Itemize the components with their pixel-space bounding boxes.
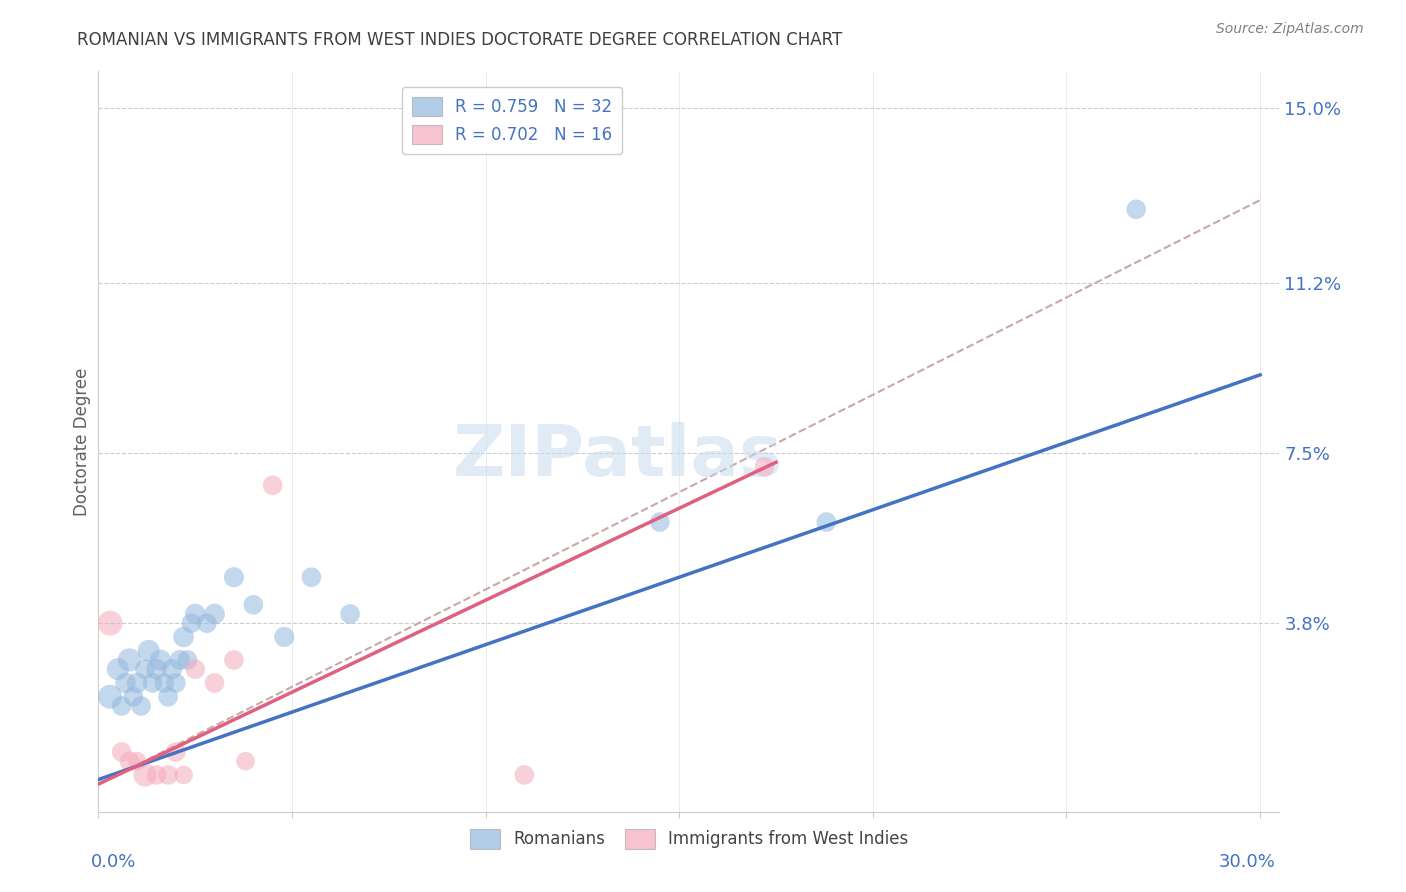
Point <box>157 690 180 704</box>
Point <box>513 768 536 782</box>
Point <box>129 698 152 713</box>
Text: 0.0%: 0.0% <box>90 853 136 871</box>
Point <box>754 459 776 474</box>
Point <box>235 754 257 768</box>
Point <box>222 570 245 584</box>
Point <box>176 653 198 667</box>
Point <box>180 616 202 631</box>
Point <box>118 754 141 768</box>
Point <box>299 570 322 584</box>
Point <box>222 653 245 667</box>
Point <box>1125 202 1147 217</box>
Point <box>169 653 191 667</box>
Point <box>157 768 180 782</box>
Point <box>273 630 295 644</box>
Point <box>165 676 187 690</box>
Text: ZIPatlas: ZIPatlas <box>453 422 783 491</box>
Point <box>242 598 264 612</box>
Text: Source: ZipAtlas.com: Source: ZipAtlas.com <box>1216 22 1364 37</box>
Point <box>262 478 284 492</box>
Point <box>122 690 145 704</box>
Point <box>134 662 156 676</box>
Point <box>153 676 176 690</box>
Point <box>145 768 167 782</box>
Point <box>204 607 226 621</box>
Text: ROMANIAN VS IMMIGRANTS FROM WEST INDIES DOCTORATE DEGREE CORRELATION CHART: ROMANIAN VS IMMIGRANTS FROM WEST INDIES … <box>77 31 842 49</box>
Point <box>173 630 195 644</box>
Point <box>184 662 207 676</box>
Point <box>114 676 136 690</box>
Point <box>107 662 129 676</box>
Point <box>648 515 671 529</box>
Y-axis label: Doctorate Degree: Doctorate Degree <box>73 368 91 516</box>
Point <box>98 690 121 704</box>
Point <box>111 698 134 713</box>
Legend: Romanians, Immigrants from West Indies: Romanians, Immigrants from West Indies <box>463 822 915 855</box>
Point <box>134 768 156 782</box>
Point <box>165 745 187 759</box>
Point <box>145 662 167 676</box>
Point <box>138 644 160 658</box>
Point <box>149 653 172 667</box>
Point <box>173 768 195 782</box>
Point <box>160 662 183 676</box>
Point <box>127 754 149 768</box>
Point <box>195 616 218 631</box>
Point <box>339 607 361 621</box>
Point <box>111 745 134 759</box>
Text: 30.0%: 30.0% <box>1219 853 1275 871</box>
Point <box>184 607 207 621</box>
Point <box>118 653 141 667</box>
Point <box>127 676 149 690</box>
Point <box>98 616 121 631</box>
Point <box>815 515 838 529</box>
Point <box>142 676 165 690</box>
Point <box>204 676 226 690</box>
